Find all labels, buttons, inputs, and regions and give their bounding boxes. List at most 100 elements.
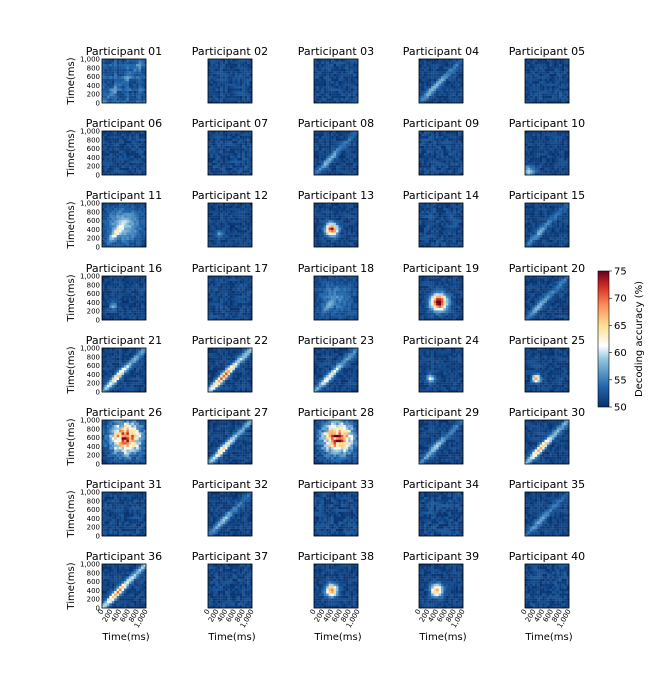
heatmap-cell [143, 217, 147, 221]
heatmap-cell [215, 229, 218, 233]
heatmap-cell [551, 78, 555, 82]
heatmap-cell [244, 203, 248, 206]
heatmap-cell [345, 232, 349, 235]
heatmap-cell [529, 227, 533, 231]
heatmap-cell [109, 317, 112, 321]
heatmap-cell [239, 148, 243, 151]
heatmap-cell [321, 133, 324, 137]
heatmap-cell [220, 140, 223, 144]
heatmap-cell [453, 170, 456, 173]
heatmap-cell [348, 170, 351, 173]
heatmap-cell [343, 160, 346, 163]
heatmap-cell [433, 148, 437, 151]
heatmap-cell [338, 93, 342, 96]
heatmap-cell [321, 135, 324, 139]
heatmap-cell [544, 63, 548, 67]
heatmap-cell [104, 63, 108, 67]
heatmap-cell [249, 170, 253, 173]
heatmap-cell [318, 59, 322, 62]
heatmap-cell [353, 88, 356, 91]
heatmap-cell [109, 212, 112, 216]
heatmap-cell [121, 227, 125, 231]
heatmap-cell [443, 88, 447, 91]
heatmap-cell [314, 59, 317, 62]
heatmap-cell [227, 167, 231, 171]
heatmap-cell [109, 95, 112, 99]
heatmap-cell [423, 78, 427, 82]
heatmap-cell [131, 153, 134, 156]
heatmap-cell [436, 59, 439, 62]
heatmap-cell [328, 88, 332, 91]
heatmap-cell [131, 88, 134, 91]
heatmap-cell [338, 227, 342, 231]
heatmap-cell [433, 160, 437, 163]
heatmap-cell [249, 215, 253, 218]
heatmap-cell [227, 217, 231, 221]
heatmap-cell [210, 66, 214, 69]
heatmap-cell [336, 222, 339, 226]
heatmap-cell [544, 155, 548, 159]
heatmap-cell [323, 217, 327, 221]
heatmap-cell [326, 100, 329, 104]
heatmap-cell [114, 71, 117, 74]
heatmap-cell [210, 160, 214, 163]
heatmap-cell [247, 244, 250, 248]
heatmap-cell [436, 222, 439, 226]
heatmap-cell [554, 66, 557, 69]
heatmap-cell [421, 143, 425, 146]
heatmap-cell [143, 212, 147, 216]
heatmap-cell [141, 63, 144, 67]
heatmap-cell [443, 160, 447, 163]
heatmap-cell [102, 90, 105, 94]
heatmap-cell [133, 76, 137, 79]
heatmap-cell [106, 155, 110, 159]
heatmap-cell [225, 93, 228, 96]
heatmap-cell [433, 234, 437, 238]
heatmap-cell [453, 157, 456, 161]
heatmap-cell [527, 165, 531, 168]
heatmap-cell [551, 66, 555, 69]
heatmap-cell [136, 172, 139, 176]
heatmap-cell [340, 153, 344, 156]
heatmap-cell [215, 222, 218, 226]
heatmap-cell [136, 220, 139, 223]
heatmap-cell [438, 59, 442, 62]
heatmap-cell [222, 153, 226, 156]
heatmap-cell [111, 93, 115, 96]
heatmap-cell [210, 61, 214, 65]
heatmap-cell [220, 237, 223, 240]
heatmap-cell [436, 81, 439, 84]
heatmap-cell [215, 76, 218, 79]
heatmap-cell [525, 242, 528, 245]
heatmap-cell [547, 135, 550, 139]
heatmap-cell [564, 66, 567, 69]
y-tick-label: 200 [87, 91, 100, 99]
heatmap-cell [104, 215, 108, 218]
heatmap-cell [116, 131, 120, 134]
heatmap-cell [547, 167, 550, 171]
heatmap-cell [355, 90, 359, 94]
heatmap-cell [343, 68, 346, 72]
heatmap-cell [549, 148, 553, 151]
heatmap-cell [338, 242, 342, 245]
heatmap-cell [239, 95, 243, 99]
heatmap-cell [554, 155, 557, 159]
heatmap-cell [556, 100, 560, 104]
heatmap-cell [141, 61, 144, 65]
heatmap-cell [336, 229, 339, 233]
heatmap-cell [126, 232, 130, 235]
heatmap-cell [539, 95, 543, 99]
heatmap-cell [318, 85, 322, 89]
heatmap-cell [455, 172, 459, 176]
heatmap-cell [527, 138, 531, 141]
heatmap-cell [208, 93, 211, 96]
heatmap-cell [239, 244, 243, 248]
heatmap-cell [321, 205, 324, 209]
heatmap-cell [345, 210, 349, 213]
heatmap-cell [326, 225, 329, 228]
heatmap-cell [331, 133, 334, 137]
heatmap-cell [131, 212, 134, 216]
heatmap-cell [316, 220, 320, 223]
heatmap-cell [109, 290, 112, 294]
heatmap-cell [431, 217, 434, 221]
